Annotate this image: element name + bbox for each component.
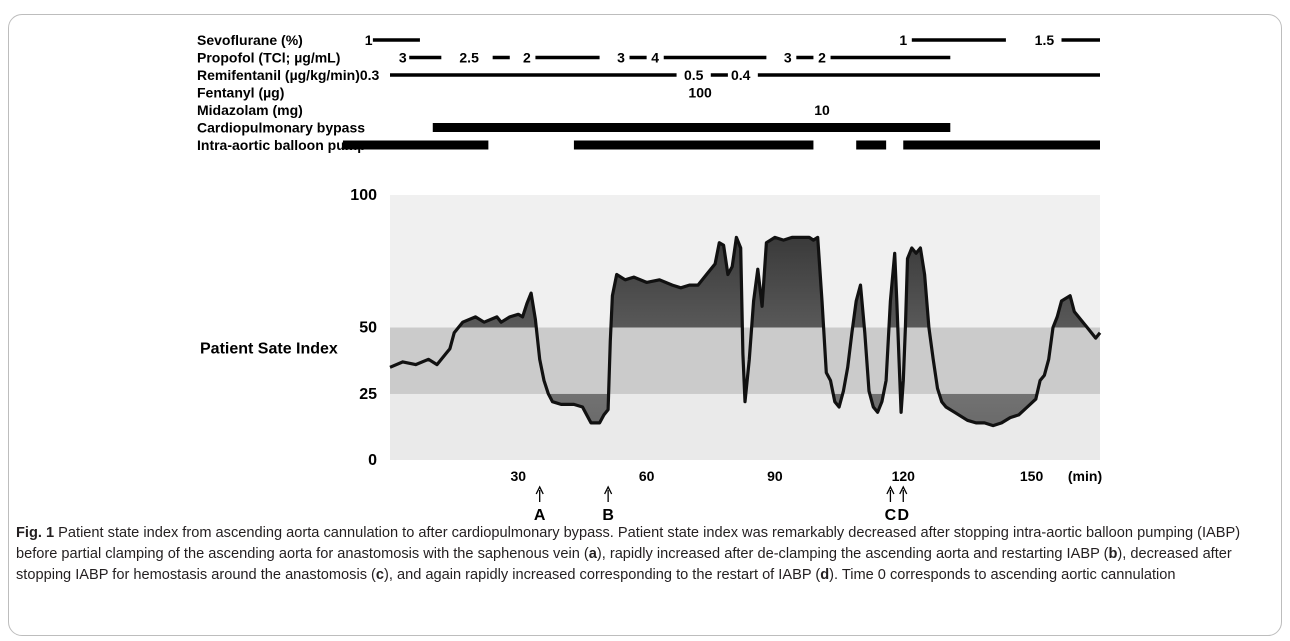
row-label: Intra-aortic balloon pump	[197, 137, 366, 153]
x-tick-label: 120	[892, 468, 916, 484]
row-bar	[664, 56, 767, 60]
row-label: Cardiopulmonary bypass	[197, 120, 365, 136]
row-value: 1	[365, 32, 373, 48]
psi-figure: Sevoflurane (%) 1 1 1.5 Propofol (TCl; µg/mL…	[0, 0, 1290, 520]
row-bar	[630, 56, 647, 60]
row-bar	[903, 141, 1100, 150]
row-label: Sevoflurane (%)	[197, 32, 303, 48]
row-value: 1.5	[1035, 32, 1055, 48]
row-bar	[856, 141, 886, 150]
row-value: 1	[899, 32, 907, 48]
row-bar	[535, 56, 599, 60]
row-label: Fentanyl (µg)	[197, 85, 284, 101]
caption-fig-label: Fig. 1	[16, 525, 54, 541]
x-tick-label: 60	[639, 468, 655, 484]
y-tick-label: 25	[359, 386, 377, 403]
x-tick-label: 30	[511, 468, 527, 484]
y-tick-label: 100	[350, 187, 377, 204]
marker-label: D	[897, 507, 909, 520]
row-value: 2	[523, 50, 531, 66]
row-bar	[343, 141, 488, 150]
marker-label: A	[534, 507, 546, 520]
row-label: Remifentanil (µg/kg/min)0.3	[197, 67, 380, 83]
figure-caption: Fig. 1 Patient state index from ascendin…	[16, 523, 1266, 586]
row-value: 0.4	[731, 67, 751, 83]
y-axis-label: Patient Sate Index	[200, 341, 338, 358]
row-value: 2	[818, 50, 826, 66]
caption-segment: ), rapidly increased after de-clamping t…	[597, 546, 1109, 562]
row-bar	[1062, 38, 1100, 42]
drug-rows: Sevoflurane (%) 1 1 1.5 Propofol (TCl; µg/mL…	[197, 32, 1100, 153]
row-bar	[493, 56, 510, 60]
row-value: 3	[784, 50, 792, 66]
row-value: 10	[814, 102, 830, 118]
row-bar	[796, 56, 813, 60]
caption-segment: a	[589, 546, 597, 562]
plot-area	[390, 195, 1100, 460]
x-unit-label: (min)	[1068, 468, 1102, 484]
row-value: 2.5	[459, 50, 479, 66]
row-bar	[409, 56, 441, 60]
row-bar	[373, 38, 420, 42]
x-tick-label: 150	[1020, 468, 1044, 484]
marker-label: C	[885, 507, 897, 520]
row-bar	[912, 38, 1006, 42]
y-tick-label: 50	[359, 320, 377, 337]
x-tick-label: 90	[767, 468, 783, 484]
row-value: 3	[399, 50, 407, 66]
row-bar	[758, 73, 1100, 77]
row-value: 0.5	[684, 67, 704, 83]
row-value: 4	[651, 50, 659, 66]
row-bar	[433, 123, 951, 132]
marker-label: B	[602, 507, 614, 520]
row-bar	[390, 73, 677, 77]
row-value: 3	[617, 50, 625, 66]
y-tick-label: 0	[368, 452, 377, 469]
row-bar	[831, 56, 951, 60]
row-label: Propofol (TCl; µg/mL)	[197, 50, 340, 66]
caption-segment: d	[820, 567, 829, 583]
caption-segment: ). Time 0 corresponds to ascending aorti…	[829, 567, 1175, 583]
caption-segment: c	[376, 567, 384, 583]
row-label: Midazolam (mg)	[197, 102, 303, 118]
caption-segment: ), and again rapidly increased correspon…	[384, 567, 820, 583]
row-bar	[711, 73, 728, 77]
row-bar	[574, 141, 814, 150]
row-value: 100	[688, 85, 712, 101]
caption-text: Patient state index from ascending aorta…	[16, 525, 1240, 583]
